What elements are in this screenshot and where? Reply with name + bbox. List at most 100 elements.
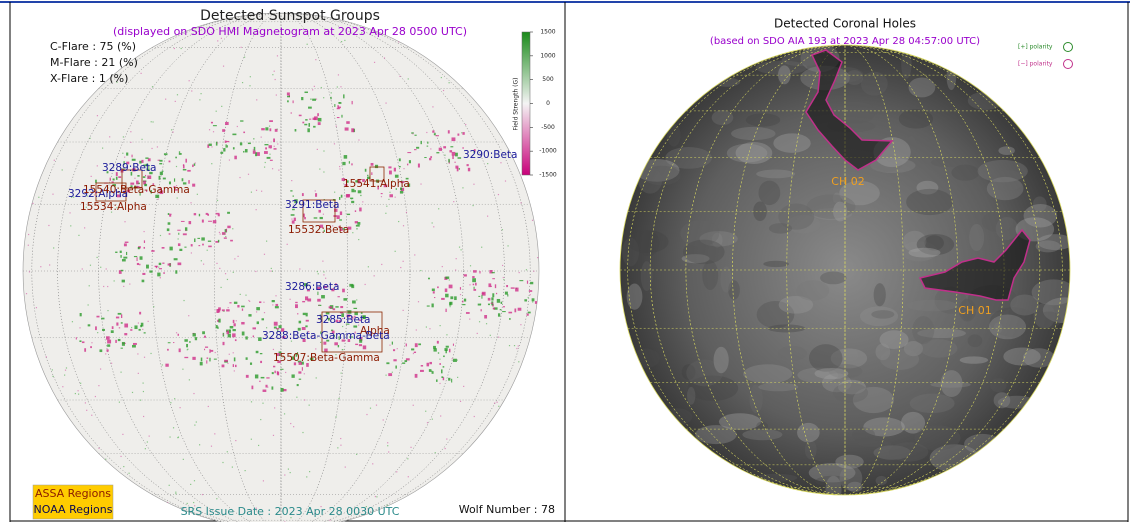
magnetic-patch (243, 151, 244, 153)
corona-feature (1037, 312, 1061, 329)
magnetic-patch (518, 345, 519, 346)
magnetic-patch (259, 381, 260, 382)
magnetic-patch (188, 315, 189, 316)
magnetic-patch (392, 342, 393, 345)
magnetic-patch (151, 148, 152, 149)
magnetic-patch (222, 462, 223, 463)
magnetic-patch (337, 215, 340, 219)
magnetic-patch (407, 164, 408, 166)
magnetic-patch (345, 466, 346, 467)
magnetic-patch (426, 132, 427, 133)
magnetic-patch (159, 163, 162, 164)
corona-feature (731, 127, 776, 140)
magnetic-patch (53, 247, 54, 248)
magnetic-patch (381, 193, 383, 194)
magnetic-patch (213, 131, 214, 132)
magnetic-patch (359, 208, 361, 212)
corona-feature (638, 168, 662, 194)
magnetic-patch (334, 143, 335, 144)
magnetic-patch (270, 271, 271, 272)
magnetic-patch (244, 57, 245, 58)
magnetic-patch (395, 366, 396, 369)
corona-feature (712, 110, 734, 125)
magnetic-patch (76, 337, 77, 339)
magnetic-patch (169, 161, 171, 163)
magnetic-patch (248, 174, 249, 175)
magnetic-patch (492, 293, 494, 297)
magnetic-patch (252, 327, 255, 329)
magnetic-patch (416, 147, 419, 149)
magnetic-patch (399, 76, 400, 77)
magnetic-patch (403, 168, 404, 169)
magnetic-patch (436, 135, 439, 136)
magnetic-patch (144, 332, 146, 333)
magnetic-patch (356, 299, 357, 300)
magnetic-patch (207, 214, 209, 216)
magnetic-patch (142, 280, 145, 283)
magnetic-patch (107, 340, 111, 344)
wolf-number: Wolf Number : 78 (459, 503, 555, 516)
magnetic-patch (307, 128, 310, 132)
corona-feature (825, 476, 841, 504)
magnetic-patch (277, 143, 278, 144)
magnetic-patch (323, 150, 324, 151)
magnetic-patch (272, 74, 273, 75)
magnetic-patch (138, 373, 139, 374)
magnetic-patch (321, 295, 325, 298)
magnetic-patch (302, 432, 303, 433)
magnetic-patch (102, 148, 103, 149)
flare-probability: X-Flare : 1 (%) (50, 72, 128, 85)
magnetic-patch (424, 157, 426, 158)
corona-feature (968, 334, 983, 347)
magnetic-patch (272, 372, 274, 374)
magnetic-patch (306, 320, 309, 322)
magnetic-patch (236, 320, 237, 321)
flare-probability: M-Flare : 21 (%) (50, 56, 138, 69)
magnetic-patch (192, 357, 195, 360)
magnetic-patch (299, 268, 300, 269)
magnetic-patch (222, 334, 223, 335)
magnetic-patch (224, 237, 227, 238)
magnetic-patch (261, 137, 262, 138)
magnetic-patch (129, 283, 130, 284)
magnetic-patch (142, 329, 143, 330)
magnetic-patch (32, 203, 33, 204)
magnetic-patch (185, 230, 186, 231)
magnetic-patch (241, 306, 245, 308)
magnetic-patch (318, 122, 321, 125)
region-label: 3288:Beta-Gamma-Beta (262, 330, 390, 342)
magnetic-patch (445, 294, 448, 298)
magnetic-patch (428, 278, 430, 280)
magnetic-patch (509, 345, 510, 346)
colorbar-tick-label: -1500 (539, 172, 557, 179)
magnetic-patch (342, 349, 344, 350)
magnetic-patch (106, 268, 107, 269)
magnetic-patch (175, 270, 177, 273)
magnetic-patch (275, 306, 279, 308)
magnetic-patch (275, 79, 276, 80)
magnetic-patch (202, 331, 205, 334)
magnetic-patch (475, 283, 477, 286)
magnetic-patch (218, 214, 220, 216)
magnetic-patch (170, 402, 171, 403)
magnetic-patch (232, 228, 233, 229)
magnetic-patch (336, 126, 337, 127)
magnetic-patch (269, 120, 273, 122)
magnetic-patch (340, 306, 343, 308)
magnetic-patch (118, 339, 121, 341)
magnetic-patch (445, 309, 446, 312)
magnetic-patch (177, 94, 178, 95)
magnetic-patch (291, 113, 292, 114)
magnetic-patch (317, 113, 319, 116)
colorbar-label: Field Strength (G) (513, 78, 520, 131)
corona-feature (805, 440, 817, 459)
corona-feature (906, 189, 953, 215)
magnetic-patch (459, 168, 460, 170)
magnetic-patch (267, 157, 271, 159)
magnetic-patch (230, 240, 233, 242)
magnetic-patch (150, 353, 151, 354)
magnetic-patch (355, 344, 358, 345)
corona-feature (753, 202, 767, 222)
magnetic-patch (155, 266, 158, 267)
magnetic-patch (118, 313, 122, 315)
